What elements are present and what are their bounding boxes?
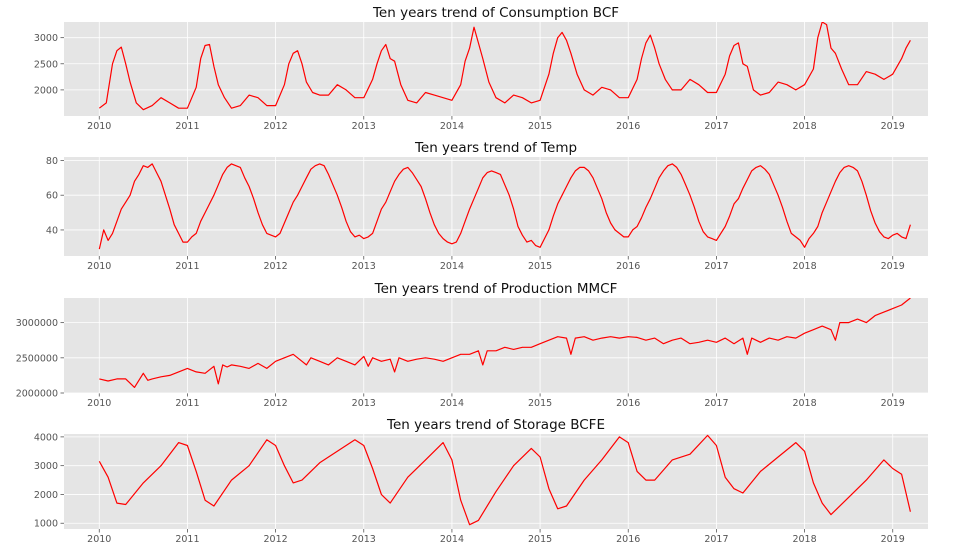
chart-title: Ten years trend of Production MMCF [374, 281, 618, 297]
series-line [98, 163, 911, 250]
y-tick-label: 2500000 [16, 353, 58, 364]
plot-area [64, 434, 928, 529]
x-tick-label: 2011 [175, 261, 199, 272]
x-tick-label: 2018 [792, 534, 816, 545]
x-tick-label: 2017 [704, 398, 728, 409]
y-tick-label: 1000 [34, 519, 58, 530]
x-tick-label: 2014 [440, 398, 464, 409]
x-tick-label: 2014 [440, 261, 464, 272]
x-tick-label: 2011 [175, 398, 199, 409]
x-tick-label: 2017 [704, 261, 728, 272]
x-tick-label: 2019 [881, 261, 905, 272]
x-tick-label: 2013 [352, 534, 376, 545]
x-tick-label: 2012 [263, 398, 287, 409]
chart-title: Ten years trend of Temp [414, 140, 577, 156]
chart-title: Ten years trend of Storage BCFE [386, 417, 605, 433]
y-tick-label: 60 [46, 191, 58, 202]
plot-area [64, 298, 928, 393]
y-tick-label: 2500 [34, 59, 58, 70]
y-tick-label: 3000 [34, 33, 58, 44]
x-tick-label: 2010 [87, 121, 111, 132]
y-tick-label: 3000 [34, 461, 58, 472]
chart-panel-4: 2010 2011 2012 2013 2014 2015 2016 2017 2018 2019… [34, 417, 928, 545]
x-tick-label: 2014 [440, 534, 464, 545]
y-tick-label: 2000 [34, 85, 58, 96]
x-tick-label: 2012 [263, 121, 287, 132]
y-tick-label: 2000000 [16, 389, 58, 400]
x-tick-label: 2016 [616, 398, 640, 409]
x-tick-label: 2015 [528, 261, 552, 272]
x-tick-label: 2016 [616, 261, 640, 272]
x-tick-label: 2018 [792, 398, 816, 409]
x-tick-label: 2011 [175, 534, 199, 545]
y-tick-label: 4000 [34, 432, 58, 443]
x-tick-label: 2019 [881, 398, 905, 409]
x-tick-label: 2019 [881, 534, 905, 545]
x-tick-label: 2010 [87, 398, 111, 409]
x-tick-label: 2016 [616, 534, 640, 545]
series-line [98, 434, 911, 526]
plot-area [64, 157, 928, 256]
chart-panel-3: 2010 2011 2012 2013 2014 2015 2016 2017 2018 2019… [16, 281, 928, 409]
plot-area [64, 22, 928, 116]
x-tick-label: 2010 [87, 261, 111, 272]
x-tick-label: 2015 [528, 534, 552, 545]
x-tick-label: 2017 [704, 534, 728, 545]
chart-panel-1: 2010 2011 2012 2013 2014 2015 2016 2017 2018 2019… [34, 5, 928, 132]
x-tick-label: 2017 [704, 121, 728, 132]
x-tick-label: 2019 [881, 121, 905, 132]
x-tick-label: 2010 [87, 534, 111, 545]
y-tick-label: 2000 [34, 490, 58, 501]
x-tick-label: 2013 [352, 121, 376, 132]
y-tick-label: 3000000 [16, 318, 58, 329]
series-line [98, 22, 911, 111]
x-tick-label: 2014 [440, 121, 464, 132]
x-tick-label: 2015 [528, 398, 552, 409]
x-tick-label: 2015 [528, 121, 552, 132]
x-tick-label: 2012 [263, 261, 287, 272]
x-tick-label: 2016 [616, 121, 640, 132]
x-tick-label: 2018 [792, 121, 816, 132]
series-line [99, 298, 911, 388]
x-tick-label: 2012 [263, 534, 287, 545]
x-tick-label: 2018 [792, 261, 816, 272]
x-tick-label: 2013 [352, 398, 376, 409]
chart-title: Ten years trend of Consumption BCF [372, 5, 619, 21]
chart-panel-2: 2010 2011 2012 2013 2014 2015 2016 2017 2018 2019… [46, 140, 928, 272]
x-tick-label: 2011 [175, 121, 199, 132]
x-tick-label: 2013 [352, 261, 376, 272]
y-tick-label: 40 [46, 225, 58, 236]
y-tick-label: 80 [46, 156, 58, 167]
charts-container: 2010 2011 2012 2013 2014 2015 2016 2017 2018 2019… [16, 5, 928, 545]
